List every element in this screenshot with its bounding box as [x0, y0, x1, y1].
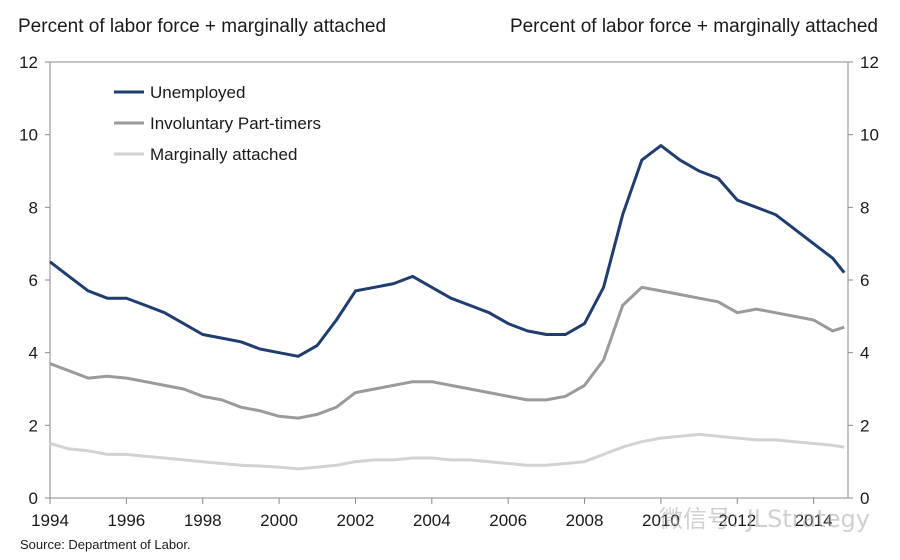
- y-tick-label-left: 12: [19, 53, 38, 72]
- y-tick-label-right: 12: [860, 53, 879, 72]
- legend-label: Involuntary Part-timers: [150, 114, 321, 133]
- y-tick-label-left: 10: [19, 126, 38, 145]
- y-tick-label-right: 4: [860, 344, 869, 363]
- x-tick-label: 2000: [260, 511, 298, 530]
- y-tick-label-left: 2: [29, 416, 38, 435]
- y-tick-label-left: 8: [29, 198, 38, 217]
- legend-label: Marginally attached: [150, 145, 297, 164]
- source-note: Source: Department of Labor.: [20, 537, 191, 552]
- y-tick-label-right: 0: [860, 489, 869, 508]
- y-tick-label-right: 10: [860, 126, 879, 145]
- x-tick-label: 2014: [795, 511, 833, 530]
- series-line-involuntary-part-timers: [49, 285, 845, 420]
- x-tick-label: 2010: [642, 511, 680, 530]
- x-tick-label: 1998: [184, 511, 222, 530]
- y-tick-label-right: 8: [860, 198, 869, 217]
- legend-label: Unemployed: [150, 83, 245, 102]
- x-tick-label: 2004: [413, 511, 451, 530]
- x-tick-label: 1994: [31, 511, 69, 530]
- x-tick-label: 1996: [107, 511, 145, 530]
- x-tick-label: 2008: [566, 511, 604, 530]
- y-tick-label-left: 4: [29, 344, 38, 363]
- x-tick-label: 2006: [489, 511, 527, 530]
- series-line-unemployed: [49, 144, 846, 358]
- x-tick-label: 2002: [337, 511, 375, 530]
- x-tick-label: 2012: [718, 511, 756, 530]
- right-axis-title: Percent of labor force + marginally atta…: [509, 16, 878, 37]
- y-tick-label-right: 6: [860, 271, 869, 290]
- y-tick-label-left: 6: [29, 271, 38, 290]
- left-axis-title: Percent of labor force + marginally atta…: [18, 16, 387, 37]
- y-tick-label-left: 0: [29, 489, 38, 508]
- series-line-marginally-attached: [49, 432, 845, 471]
- y-tick-label-right: 2: [860, 416, 869, 435]
- watermark: 微信号: JLStrategy: [659, 505, 870, 533]
